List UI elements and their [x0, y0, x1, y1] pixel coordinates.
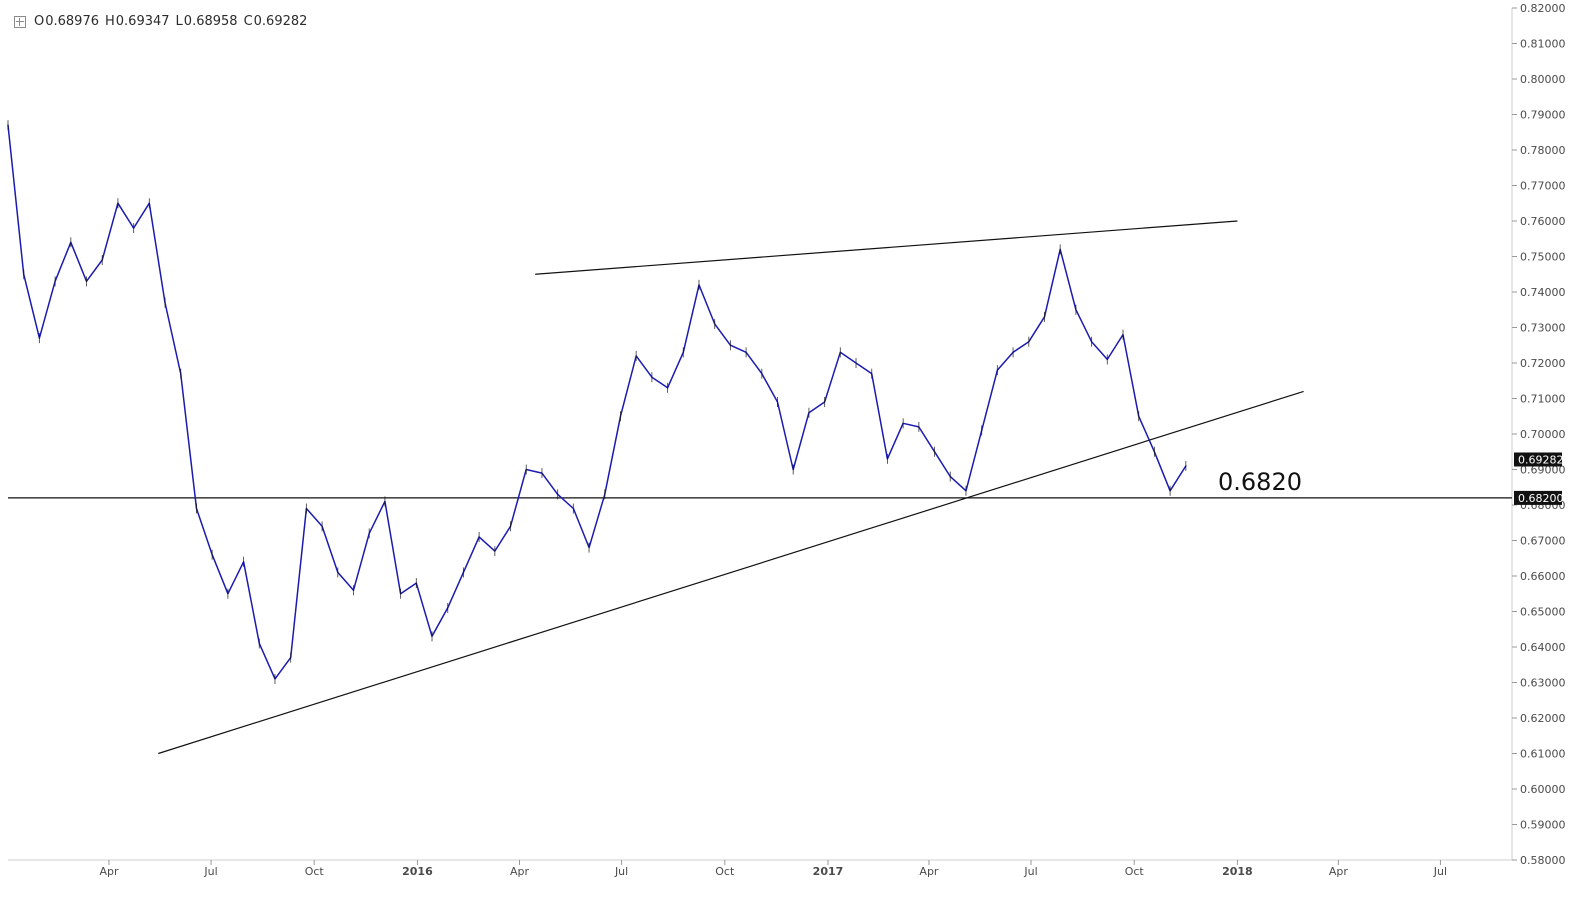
x-axis-tick-label: Apr — [99, 865, 119, 878]
x-axis-tick-label: Apr — [510, 865, 530, 878]
x-axis-tick-label: Apr — [919, 865, 939, 878]
low-stat: L 0.68958 — [176, 14, 238, 29]
crosshair-icon[interactable] — [14, 15, 26, 28]
open-value: 0.68976 — [45, 14, 99, 29]
axis-layer: 0.82000 0.81000 0.80000 0.79000 0.78000 0.770… — [8, 2, 1566, 878]
support-level-badge: 0.68200 — [1518, 492, 1564, 505]
ohlc-header: O 0.68976 H 0.69347 L 0.68958 C 0.69282 — [14, 14, 307, 29]
close-stat: C 0.69282 — [244, 14, 308, 29]
y-axis-tick-label: 0.65000 — [1520, 606, 1566, 619]
trendline-layer — [8, 220, 1512, 755]
y-axis-tick-label: 0.66000 — [1520, 570, 1566, 583]
open-prefix: O — [34, 14, 45, 29]
last-price-badge: 0.69282 — [1518, 453, 1564, 466]
upper-resistance-trendline — [535, 220, 1238, 275]
y-axis-tick-label: 0.80000 — [1520, 73, 1566, 86]
close-prefix: C — [243, 14, 253, 29]
y-axis-tick-label: 0.81000 — [1520, 38, 1566, 51]
high-value: 0.69347 — [115, 14, 170, 29]
x-axis-tick-label: Jul — [203, 865, 217, 878]
y-axis-tick-label: 0.76000 — [1520, 215, 1566, 228]
y-axis-tick-label: 0.70000 — [1520, 428, 1566, 441]
open-stat: O 0.68976 — [34, 14, 99, 29]
y-axis-tick-label: 0.72000 — [1520, 357, 1566, 370]
y-axis-tick-label: 0.74000 — [1520, 286, 1566, 299]
low-value: 0.68958 — [183, 14, 238, 29]
y-axis-tick-label: 0.75000 — [1520, 251, 1566, 264]
price-series-line — [7, 124, 1187, 680]
support-level-badge-background — [1514, 490, 1562, 505]
y-axis-tick-label: 0.82000 — [1520, 2, 1566, 15]
y-axis-tick-label: 0.63000 — [1520, 677, 1566, 690]
x-axis-tick-label: Oct — [715, 865, 735, 878]
y-axis-tick-label: 0.62000 — [1520, 712, 1566, 725]
y-axis-tick-label: 0.73000 — [1520, 322, 1566, 335]
high-stat: H 0.69347 — [105, 14, 170, 29]
y-axis-tick-label: 0.61000 — [1520, 748, 1566, 761]
y-axis-tick-label: 0.60000 — [1520, 783, 1566, 796]
x-axis-tick-label: Jul — [1433, 865, 1447, 878]
y-axis-tick-label: 0.77000 — [1520, 180, 1566, 193]
y-axis-tick-label: 0.69000 — [1520, 464, 1566, 477]
x-axis-tick-label: Jul — [614, 865, 628, 878]
y-axis-tick-label: 0.79000 — [1520, 109, 1566, 122]
low-prefix: L — [175, 14, 183, 29]
x-axis-tick-label: 2016 — [402, 865, 433, 878]
x-axis-tick-label: Jul — [1023, 865, 1037, 878]
y-axis-tick-label: 0.71000 — [1520, 393, 1566, 406]
x-axis-tick-label: Oct — [305, 865, 325, 878]
x-axis-tick-label: 2018 — [1222, 865, 1253, 878]
high-prefix: H — [105, 14, 115, 29]
x-axis-tick-label: Oct — [1125, 865, 1145, 878]
price-series-layer — [7, 120, 1187, 684]
y-axis-tick-label: 0.58000 — [1520, 854, 1566, 867]
close-value: 0.69282 — [253, 14, 308, 29]
x-axis-tick-label: Apr — [1329, 865, 1349, 878]
y-axis-tick-label: 0.59000 — [1520, 819, 1566, 832]
lower-support-trendline — [158, 390, 1304, 755]
x-axis-tick-label: 2017 — [813, 865, 844, 878]
y-axis-tick-label: 0.78000 — [1520, 144, 1566, 157]
support-level-label: 0.6820 — [1218, 468, 1302, 496]
last-price-badge-background — [1514, 452, 1562, 467]
annotation-layer: 0.6820 0.68200 0.69282 — [1218, 452, 1564, 505]
y-axis-tick-label: 0.67000 — [1520, 535, 1566, 548]
y-axis-tick-label: 0.64000 — [1520, 641, 1566, 654]
